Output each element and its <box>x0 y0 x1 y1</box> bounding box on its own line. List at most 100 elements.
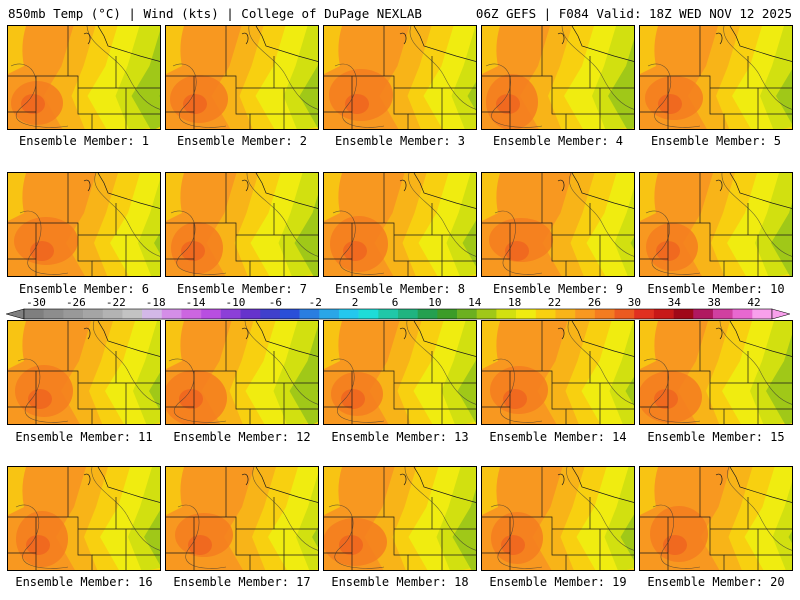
colorbar-tick-label: 26 <box>587 296 602 309</box>
member-label: Ensemble Member: 5 <box>650 134 782 148</box>
colorbar-swatch <box>516 309 537 319</box>
colorbar-swatch <box>161 309 182 319</box>
ensemble-member-map <box>639 25 793 130</box>
colorbar-swatch <box>457 309 478 319</box>
ensemble-member-map <box>639 172 793 277</box>
ensemble-member-map <box>639 320 793 425</box>
colorbar-tick-label: 30 <box>627 296 641 309</box>
temperature-map <box>8 173 160 276</box>
colorbar-swatch <box>555 309 576 319</box>
ensemble-member-map <box>165 320 319 425</box>
temperature-map <box>324 173 476 276</box>
ensemble-member-map <box>7 172 161 277</box>
member-label: Ensemble Member: 11 <box>15 430 153 444</box>
colorbar-tick-label: -30 <box>26 296 46 309</box>
colorbar-swatch <box>279 309 300 319</box>
colorbar-swatch <box>634 309 655 319</box>
member-label: Ensemble Member: 17 <box>173 575 311 589</box>
member-label: Ensemble Member: 9 <box>492 282 624 296</box>
member-label: Ensemble Member: 13 <box>331 430 469 444</box>
colorbar-tick-label: 18 <box>508 296 522 309</box>
member-label: Ensemble Member: 8 <box>334 282 466 296</box>
colorbar-tick-label: 10 <box>428 296 442 309</box>
member-label: Ensemble Member: 16 <box>15 575 153 589</box>
colorbar-swatch <box>594 309 615 319</box>
ensemble-member-map <box>323 172 477 277</box>
temperature-colorbar <box>6 308 790 320</box>
chart-title: 850mb Temp (°C) | Wind (kts) | College o… <box>8 6 422 21</box>
colorbar-tick-label: -26 <box>65 296 86 309</box>
member-label: Ensemble Member: 7 <box>176 282 308 296</box>
temperature-map <box>166 467 318 570</box>
temperature-map <box>166 321 318 424</box>
colorbar-swatch <box>83 309 104 319</box>
colorbar-swatch <box>142 309 163 319</box>
run-valid-time: 06Z GEFS | F084 Valid: 18Z WED NOV 12 20… <box>475 6 792 21</box>
temperature-map <box>640 321 792 424</box>
colorbar-swatch <box>437 309 458 319</box>
ensemble-member-map <box>7 25 161 130</box>
ensemble-member-map <box>165 172 319 277</box>
ensemble-member-map <box>165 25 319 130</box>
temperature-map <box>640 173 792 276</box>
colorbar-swatch <box>260 309 281 319</box>
colorbar-swatch <box>102 309 123 319</box>
colorbar-swatch <box>712 309 733 319</box>
colorbar-swatch <box>181 309 202 319</box>
colorbar-swatch <box>496 309 517 319</box>
colorbar-swatch <box>535 309 556 319</box>
temperature-map <box>324 26 476 129</box>
colorbar-swatch <box>63 309 84 319</box>
ensemble-member-map <box>481 320 635 425</box>
colorbar-swatch <box>693 309 714 319</box>
colorbar-swatch <box>673 309 694 319</box>
temperature-map <box>482 26 634 129</box>
ensemble-member-map <box>481 25 635 130</box>
member-label: Ensemble Member: 4 <box>492 134 624 148</box>
temperature-map <box>482 467 634 570</box>
colorbar-swatch <box>24 309 44 319</box>
colorbar-tick-label: -22 <box>105 296 126 309</box>
colorbar-swatch <box>476 309 497 319</box>
colorbar-swatch <box>299 309 320 319</box>
member-label: Ensemble Member: 14 <box>489 430 627 444</box>
member-label: Ensemble Member: 20 <box>647 575 785 589</box>
colorbar-swatch <box>240 309 261 319</box>
ensemble-member-map <box>7 320 161 425</box>
member-label: Ensemble Member: 6 <box>18 282 150 296</box>
member-label: Ensemble Member: 19 <box>489 575 627 589</box>
colorbar-swatch <box>319 309 340 319</box>
temperature-map <box>640 467 792 570</box>
temperature-map <box>8 467 160 570</box>
colorbar-swatch <box>220 309 241 319</box>
colorbar-tick-label: 42 <box>747 296 761 309</box>
colorbar-swatch <box>43 309 64 319</box>
colorbar-tick-label: 6 <box>391 296 399 309</box>
member-label: Ensemble Member: 12 <box>173 430 311 444</box>
colorbar-swatch <box>417 309 438 319</box>
member-label: Ensemble Member: 2 <box>176 134 308 148</box>
ensemble-member-map <box>481 466 635 571</box>
ensemble-member-map <box>323 320 477 425</box>
colorbar-swatch <box>575 309 596 319</box>
colorbar-tick-label: 38 <box>707 296 721 309</box>
temperature-map <box>324 467 476 570</box>
colorbar-swatch <box>653 309 674 319</box>
temperature-map <box>482 321 634 424</box>
colorbar-tick-label: 14 <box>468 296 482 309</box>
colorbar-swatch <box>358 309 379 319</box>
colorbar-tick-label: -6 <box>268 296 282 309</box>
member-label: Ensemble Member: 10 <box>647 282 785 296</box>
colorbar-swatch <box>732 309 753 319</box>
colorbar-swatch <box>752 309 773 319</box>
colorbar-swatch <box>338 309 359 319</box>
ensemble-member-map <box>323 466 477 571</box>
ensemble-member-map <box>481 172 635 277</box>
colorbar-tick-label: 34 <box>667 296 681 309</box>
temperature-map <box>482 173 634 276</box>
colorbar-tick-label: 2 <box>351 296 359 309</box>
colorbar-tick-label: -18 <box>145 296 166 309</box>
member-label: Ensemble Member: 3 <box>334 134 466 148</box>
ensemble-member-map <box>323 25 477 130</box>
colorbar-tick-label: 22 <box>547 296 562 309</box>
